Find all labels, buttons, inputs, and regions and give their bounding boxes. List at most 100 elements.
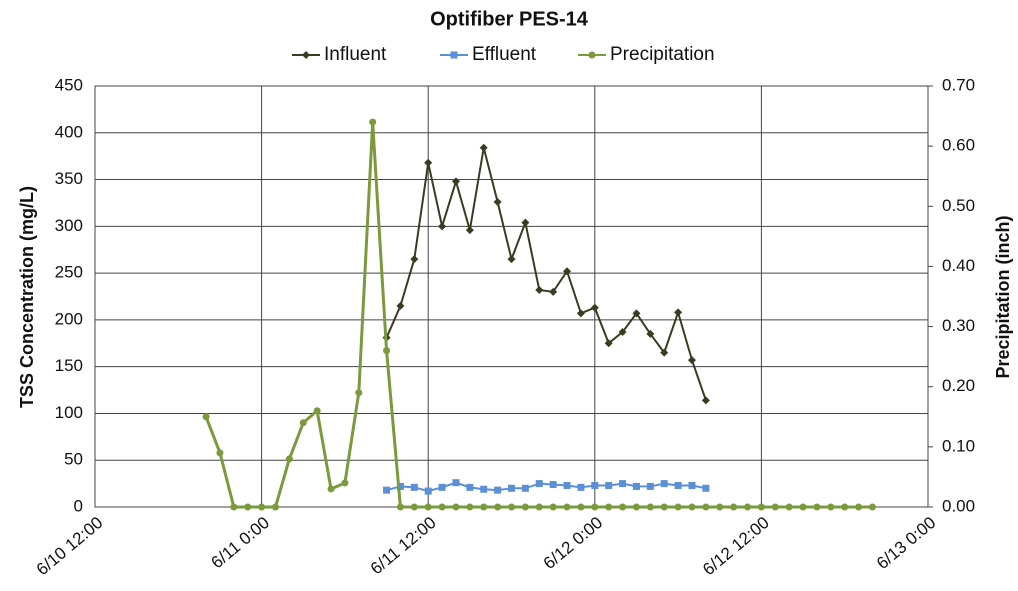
marker — [591, 481, 599, 489]
marker — [757, 503, 765, 511]
marker — [688, 481, 696, 489]
marker — [450, 51, 458, 59]
marker — [410, 503, 418, 511]
y-tick-label: 150 — [55, 356, 83, 375]
y2-axis-label: Precipitation (inch) — [993, 215, 1013, 378]
marker — [424, 503, 432, 511]
marker — [771, 503, 779, 511]
series-line — [386, 481, 707, 493]
marker — [730, 503, 738, 511]
y-tick-label: 50 — [64, 450, 83, 469]
marker — [855, 503, 863, 511]
marker — [604, 339, 613, 348]
marker — [424, 487, 432, 495]
y2-tick-label: 0.60 — [942, 136, 975, 155]
y2-tick-label: 0.30 — [942, 316, 975, 335]
marker — [521, 218, 530, 227]
x-tick-label: 6/11 0:00 — [207, 513, 273, 572]
marker — [660, 480, 668, 488]
marker — [313, 407, 321, 415]
marker — [632, 482, 640, 490]
x-tick-label: 6/10 12:00 — [33, 513, 107, 579]
legend-label: Influent — [324, 44, 387, 65]
marker — [451, 177, 460, 186]
marker — [508, 484, 515, 492]
legend-label: Effluent — [472, 44, 537, 65]
y2-tick-label: 0.20 — [942, 376, 975, 395]
marker — [494, 486, 502, 494]
marker — [271, 503, 279, 511]
marker — [868, 503, 876, 511]
marker — [549, 503, 557, 511]
y2-tick-label: 0.10 — [942, 436, 975, 455]
marker — [701, 396, 710, 405]
marker — [660, 348, 669, 357]
marker — [438, 222, 447, 231]
y2-tick-label: 0.00 — [942, 496, 975, 515]
marker — [535, 285, 544, 294]
legend-label: Precipitation — [610, 44, 715, 65]
marker — [396, 301, 405, 310]
marker — [577, 483, 585, 491]
marker — [827, 503, 835, 511]
marker — [605, 503, 613, 511]
marker — [508, 503, 515, 511]
marker — [716, 503, 724, 511]
marker — [674, 481, 682, 489]
marker — [521, 503, 529, 511]
marker — [452, 479, 460, 487]
marker — [258, 503, 266, 511]
marker — [424, 158, 433, 167]
y2-tick-label: 0.70 — [942, 75, 975, 94]
marker — [674, 503, 682, 511]
marker — [549, 481, 557, 489]
marker — [619, 503, 627, 511]
y2-tick-label: 0.50 — [942, 196, 975, 215]
marker — [588, 51, 596, 59]
y-tick-label: 200 — [55, 309, 83, 328]
marker — [410, 255, 419, 264]
marker — [618, 328, 627, 337]
marker — [744, 503, 752, 511]
marker — [369, 118, 377, 126]
marker — [493, 198, 502, 207]
marker — [507, 255, 516, 264]
marker — [438, 503, 446, 511]
plot-frame — [94, 85, 929, 508]
marker — [785, 503, 793, 511]
marker — [355, 389, 363, 397]
marker — [632, 309, 641, 318]
marker — [452, 503, 460, 511]
x-tick-label: 6/13 0:00 — [873, 513, 940, 573]
marker — [341, 479, 349, 487]
marker — [480, 485, 488, 493]
marker — [619, 480, 627, 488]
marker — [327, 485, 335, 493]
marker — [563, 267, 572, 276]
marker — [410, 483, 418, 491]
y-tick-label: 250 — [55, 263, 83, 282]
marker — [702, 484, 710, 492]
marker — [466, 503, 474, 511]
marker — [632, 503, 640, 511]
marker — [660, 503, 668, 511]
marker — [674, 308, 683, 317]
marker — [813, 503, 821, 511]
marker — [244, 503, 252, 511]
y-tick-label: 400 — [55, 122, 83, 141]
marker — [688, 503, 696, 511]
y-tick-label: 450 — [55, 75, 83, 94]
y-tick-label: 300 — [55, 216, 83, 235]
series-line — [385, 147, 707, 401]
marker — [383, 347, 391, 355]
y-tick-label: 350 — [55, 169, 83, 188]
marker — [480, 503, 488, 511]
x-tick-label: 6/11 12:00 — [367, 513, 440, 578]
marker — [396, 503, 404, 511]
marker — [535, 503, 543, 511]
marker — [396, 482, 404, 490]
marker — [605, 481, 613, 489]
marker — [521, 484, 529, 492]
marker — [216, 449, 224, 457]
marker — [687, 356, 696, 365]
